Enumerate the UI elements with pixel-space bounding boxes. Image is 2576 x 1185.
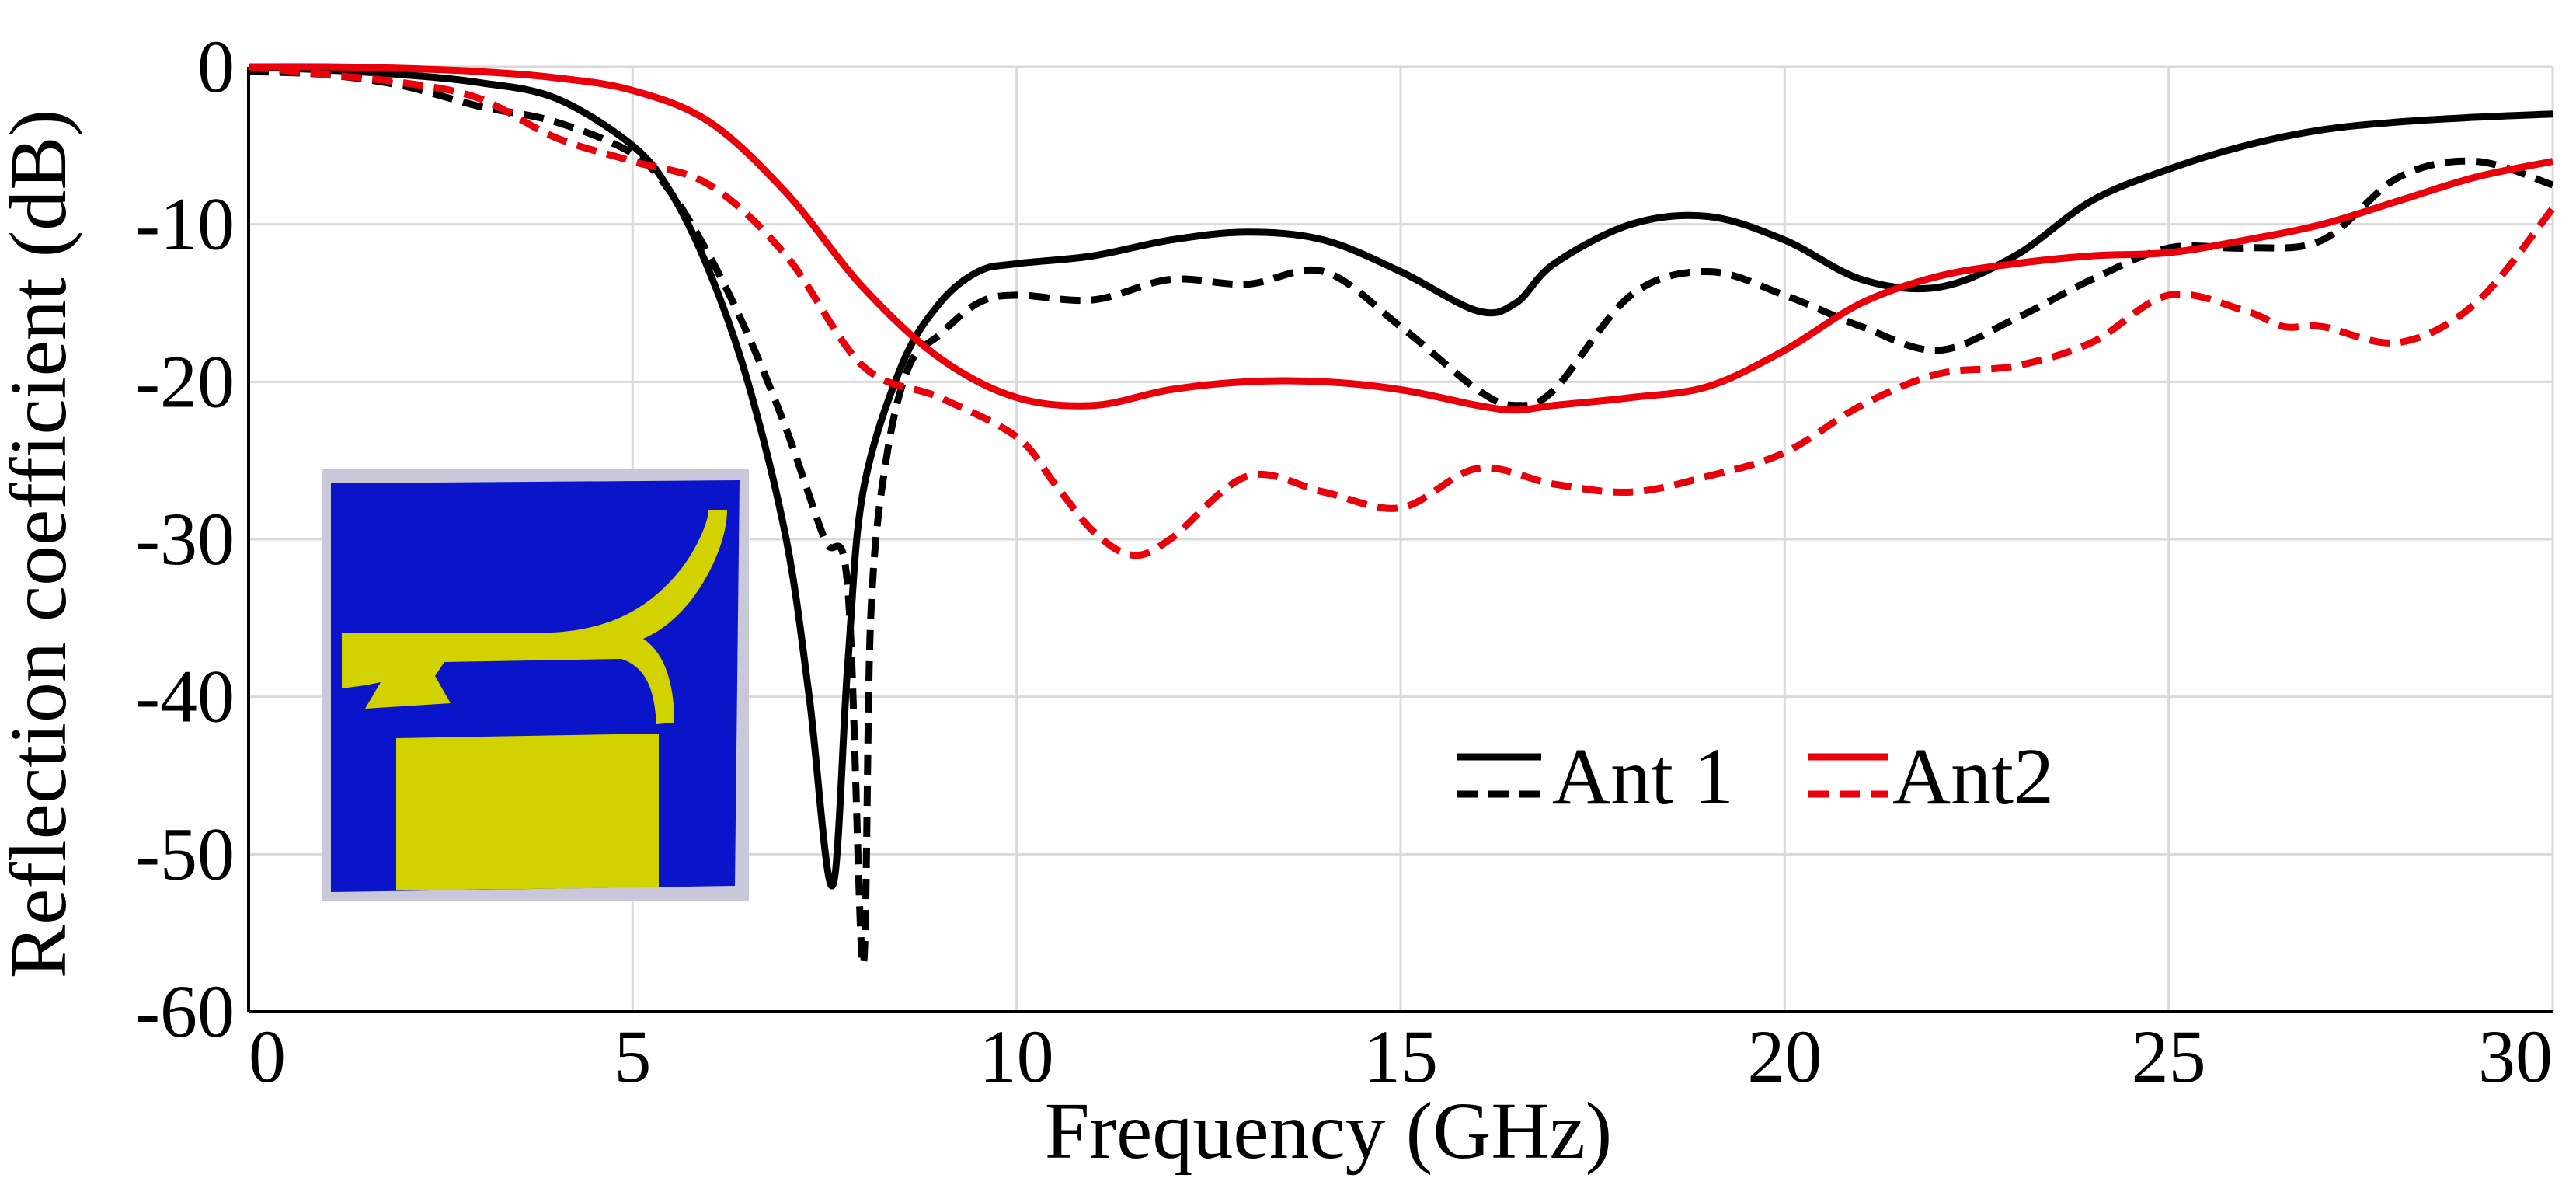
series-line-ant2-dashed [248, 63, 2556, 559]
y-tick-label: -10 [135, 183, 235, 266]
y-axis-title: Reflection coefficient (dB) [0, 110, 83, 979]
legend-label-ant1: Ant 1 [1552, 732, 1734, 821]
axes: 0 5 10 15 20 25 30 0 -10 -20 -30 -40 -50 -60 [135, 25, 2553, 1098]
y-tick-label: 0 [197, 25, 235, 108]
x-axis-title: Frequency (GHz) [1045, 1086, 1613, 1176]
x-tick-label: 15 [1363, 1015, 1438, 1098]
x-tick-label: 30 [2478, 1015, 2553, 1098]
y-tick-label: -20 [135, 340, 235, 423]
legend-label-ant2: Ant2 [1892, 732, 2054, 821]
y-tick-label: -50 [135, 812, 235, 895]
x-tick-label: 20 [1747, 1015, 1822, 1098]
series-line-ant1-solid [248, 63, 2553, 890]
y-tick-label: -40 [135, 655, 235, 738]
legend: Ant 1 Ant2 [1457, 732, 2054, 821]
y-tick-label: -60 [135, 970, 235, 1053]
series-line-ant2-solid [248, 63, 2553, 414]
antenna-inset-image [322, 469, 749, 901]
y-tick-label: -30 [135, 497, 235, 580]
series [248, 63, 2556, 968]
x-tick-label: 25 [2132, 1015, 2206, 1098]
x-tick-label: 5 [614, 1015, 651, 1098]
x-tick-label: 10 [980, 1015, 1054, 1098]
series-line-ant1-dashed [248, 68, 2554, 968]
x-tick-label: 0 [249, 1015, 286, 1098]
